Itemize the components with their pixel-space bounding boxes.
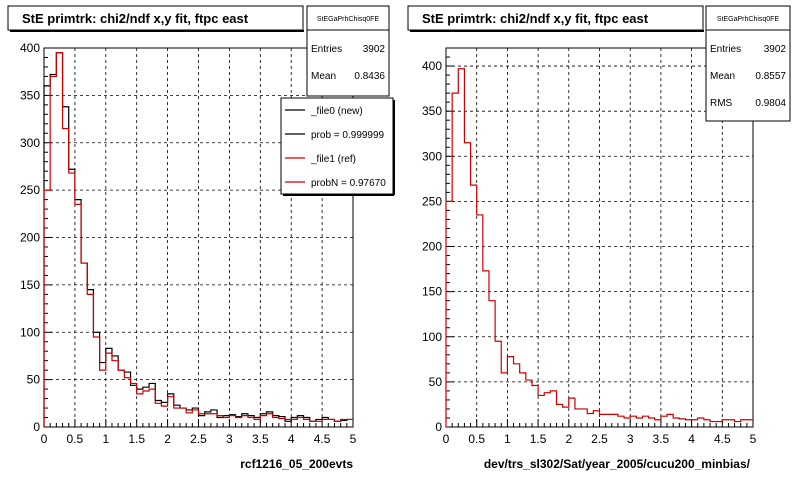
y-tick-label: 150 — [422, 285, 442, 299]
x-tick-label: 1 — [504, 432, 511, 446]
x-tick-label: 4 — [288, 432, 295, 446]
y-tick-label: 0 — [33, 420, 40, 434]
title-box — [7, 5, 304, 31]
histogram-series-2 — [43, 52, 353, 427]
stats-name: StEGaPrhChisq0FE — [717, 16, 780, 23]
x-tick-label: 3.5 — [653, 432, 670, 446]
stats-value: 3902 — [363, 44, 386, 55]
legend-label: _file1 (ref) — [310, 154, 356, 165]
stats-label: Entries — [710, 44, 741, 55]
x-tick-label: 1.5 — [530, 432, 547, 446]
y-tick-label: 350 — [20, 88, 40, 102]
x-tick-label: 5 — [350, 432, 357, 446]
stats-value: 0.8557 — [755, 71, 786, 82]
x-tick-label: 4 — [688, 432, 695, 446]
x-tick-label: 2 — [565, 432, 572, 446]
y-tick-label: 300 — [422, 149, 442, 163]
x-tick-label: 3 — [226, 432, 233, 446]
x-tick-label: 0.5 — [468, 432, 485, 446]
chart-title: StE primtrk: chi2/ndf x,y fit, ftpc east — [422, 11, 649, 26]
stats-value: 0.9804 — [755, 98, 786, 109]
y-tick-label: 350 — [422, 104, 442, 118]
y-tick-label: 250 — [422, 194, 442, 208]
y-tick-label: 300 — [20, 136, 40, 150]
x-tick-label: 1.5 — [128, 432, 145, 446]
legend-label: _file0 (new) — [310, 106, 363, 117]
title-box — [407, 5, 704, 31]
legend-label: probN = 0.97670 — [311, 178, 386, 189]
x-tick-label: 2 — [164, 432, 171, 446]
x-tick-label: 4.5 — [314, 432, 331, 446]
chart-title: StE primtrk: chi2/ndf x,y fit, ftpc east — [22, 11, 249, 26]
x-tick-label: 2.5 — [591, 432, 608, 446]
x-tick-label: 0 — [41, 432, 48, 446]
stats-label: Mean — [710, 71, 735, 82]
x-tick-label: 5 — [750, 432, 757, 446]
y-tick-label: 100 — [20, 325, 40, 339]
chart-panel-1: 0 0.5 1 1.5 2 2.5 3 3.5 4 4.5 50501001502002503003… — [7, 5, 395, 471]
x-axis-label: rcf1216_05_200evts — [240, 457, 353, 471]
stats-label: Entries — [311, 44, 342, 55]
histogram-series-1 — [445, 68, 753, 427]
y-tick-label: 200 — [20, 231, 40, 245]
stats-label: RMS — [710, 98, 733, 109]
axis-ticks — [445, 47, 754, 428]
legend-box — [280, 97, 394, 195]
stats-value: 0.8436 — [354, 71, 385, 82]
x-axis-label: dev/trs_sl302/Sat/year_2005/cucu200_minb… — [484, 457, 751, 471]
y-tick-label: 50 — [429, 375, 443, 389]
y-tick-label: 50 — [27, 373, 41, 387]
x-tick-label: 4.5 — [714, 432, 731, 446]
y-tick-label: 400 — [422, 59, 442, 73]
x-tick-label: 0 — [443, 432, 450, 446]
y-tick-label: 0 — [435, 420, 442, 434]
y-tick-label: 400 — [20, 41, 40, 55]
y-tick-label: 150 — [20, 278, 40, 292]
chart-panel-2: 0 0.5 1 1.5 2 2.5 3 3.5 4 4.5 50501001502002503003… — [407, 5, 791, 471]
stats-box — [705, 5, 791, 122]
x-tick-label: 0.5 — [67, 432, 84, 446]
stats-label: Mean — [311, 71, 336, 82]
y-tick-label: 100 — [422, 330, 442, 344]
y-tick-label: 200 — [422, 240, 442, 254]
x-tick-label: 3.5 — [252, 432, 269, 446]
stats-box — [306, 5, 390, 97]
stats-name: StEGaPrhChisq0FE — [317, 16, 380, 23]
stats-value: 3902 — [764, 44, 787, 55]
x-tick-label: 3 — [627, 432, 634, 446]
x-tick-label: 1 — [102, 432, 109, 446]
legend-label: prob = 0.999999 — [311, 130, 385, 141]
y-tick-label: 250 — [20, 183, 40, 197]
x-tick-label: 2.5 — [190, 432, 207, 446]
